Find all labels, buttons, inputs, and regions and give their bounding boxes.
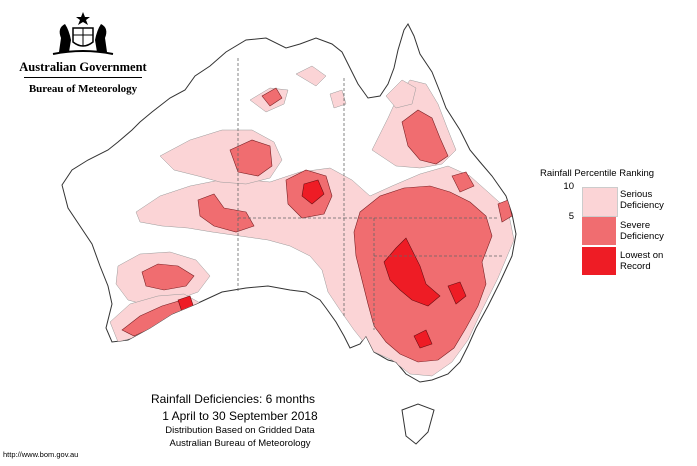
severe-deficiency-regions [121, 87, 513, 363]
tasmania [401, 403, 435, 445]
caption-source: Australian Bureau of Meteorology [169, 438, 311, 449]
caption-method: Distribution Based on Gridded Data [165, 425, 315, 436]
state-borders [237, 58, 504, 330]
legend-label-severe: Severe Deficiency [620, 220, 664, 242]
caption-period: 1 April to 30 September 2018 [162, 409, 318, 423]
legend-label-lowest: Lowest on Record [620, 250, 664, 272]
map-caption: Rainfall Deficiencies: 6 months 1 April … [125, 392, 355, 449]
caption-title: Rainfall Deficiencies: 6 months [150, 392, 316, 406]
government-name: Australian Government [19, 60, 147, 74]
coat-of-arms-icon [52, 12, 114, 55]
legend: Rainfall Percentile Ranking 10 5 Serious… [532, 168, 692, 283]
legend-swatch-lowest [582, 247, 616, 275]
legend-tick-10: 10 [563, 181, 574, 192]
legend-title: Rainfall Percentile Ranking [540, 168, 655, 179]
logo-divider [24, 77, 142, 78]
deficiency-regions [109, 65, 515, 377]
source-url: http://www.bom.gov.au [3, 450, 79, 459]
legend-label-serious: Serious Deficiency [620, 189, 664, 211]
agency-name: Bureau of Meteorology [28, 83, 138, 95]
legend-swatch-serious [582, 187, 618, 217]
legend-swatch-severe [582, 217, 616, 245]
legend-tick-5: 5 [568, 211, 574, 222]
government-logo: Australian Government Bureau of Meteorol… [18, 10, 148, 95]
legend-body: 10 5 Serious Deficiency Severe Deficienc… [532, 181, 692, 283]
